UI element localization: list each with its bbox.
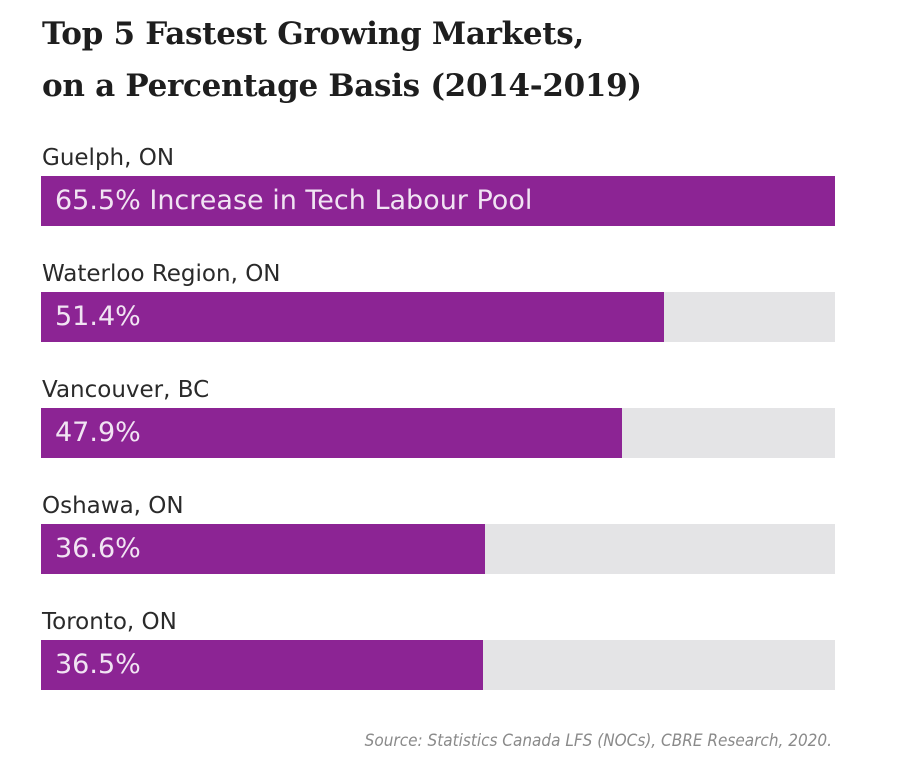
bar-value-label: 51.4% xyxy=(55,301,141,332)
bar-value-label: 36.6% xyxy=(55,533,141,564)
bar-row: Guelph, ON 65.5% Increase in Tech Labour … xyxy=(0,140,900,256)
bar-rows: Guelph, ON 65.5% Increase in Tech Labour … xyxy=(0,140,900,720)
category-label: Guelph, ON xyxy=(42,145,175,171)
bar-row: Waterloo Region, ON 51.4% xyxy=(0,256,900,372)
category-label: Vancouver, BC xyxy=(42,377,210,403)
bar-row: Vancouver, BC 47.9% xyxy=(0,372,900,488)
bar-row: Toronto, ON 36.5% xyxy=(0,604,900,720)
chart-title-line-1: Top 5 Fastest Growing Markets, xyxy=(42,16,584,52)
chart-title: Top 5 Fastest Growing Markets, on a Perc… xyxy=(42,8,862,112)
category-label: Waterloo Region, ON xyxy=(42,261,281,287)
bar-track: 36.5% xyxy=(41,640,835,690)
bar xyxy=(41,176,835,226)
bar-track: 65.5% Increase in Tech Labour Pool xyxy=(41,176,835,226)
source-note: Source: Statistics Canada LFS (NOCs), CB… xyxy=(364,731,832,751)
bar-row: Oshawa, ON 36.6% xyxy=(0,488,900,604)
category-label: Oshawa, ON xyxy=(42,493,184,519)
bar-track: 36.6% xyxy=(41,524,835,574)
bar-track: 51.4% xyxy=(41,292,835,342)
bar-value-label: 36.5% xyxy=(55,649,141,680)
bar-track: 47.9% xyxy=(41,408,835,458)
chart-title-line-2: on a Percentage Basis (2014-2019) xyxy=(42,68,642,104)
bar-value-label: 65.5% Increase in Tech Labour Pool xyxy=(55,185,533,216)
bar xyxy=(41,408,622,458)
bar-value-label: 47.9% xyxy=(55,417,141,448)
bar xyxy=(41,292,664,342)
bar xyxy=(41,640,483,690)
category-label: Toronto, ON xyxy=(42,609,177,635)
bar xyxy=(41,524,485,574)
